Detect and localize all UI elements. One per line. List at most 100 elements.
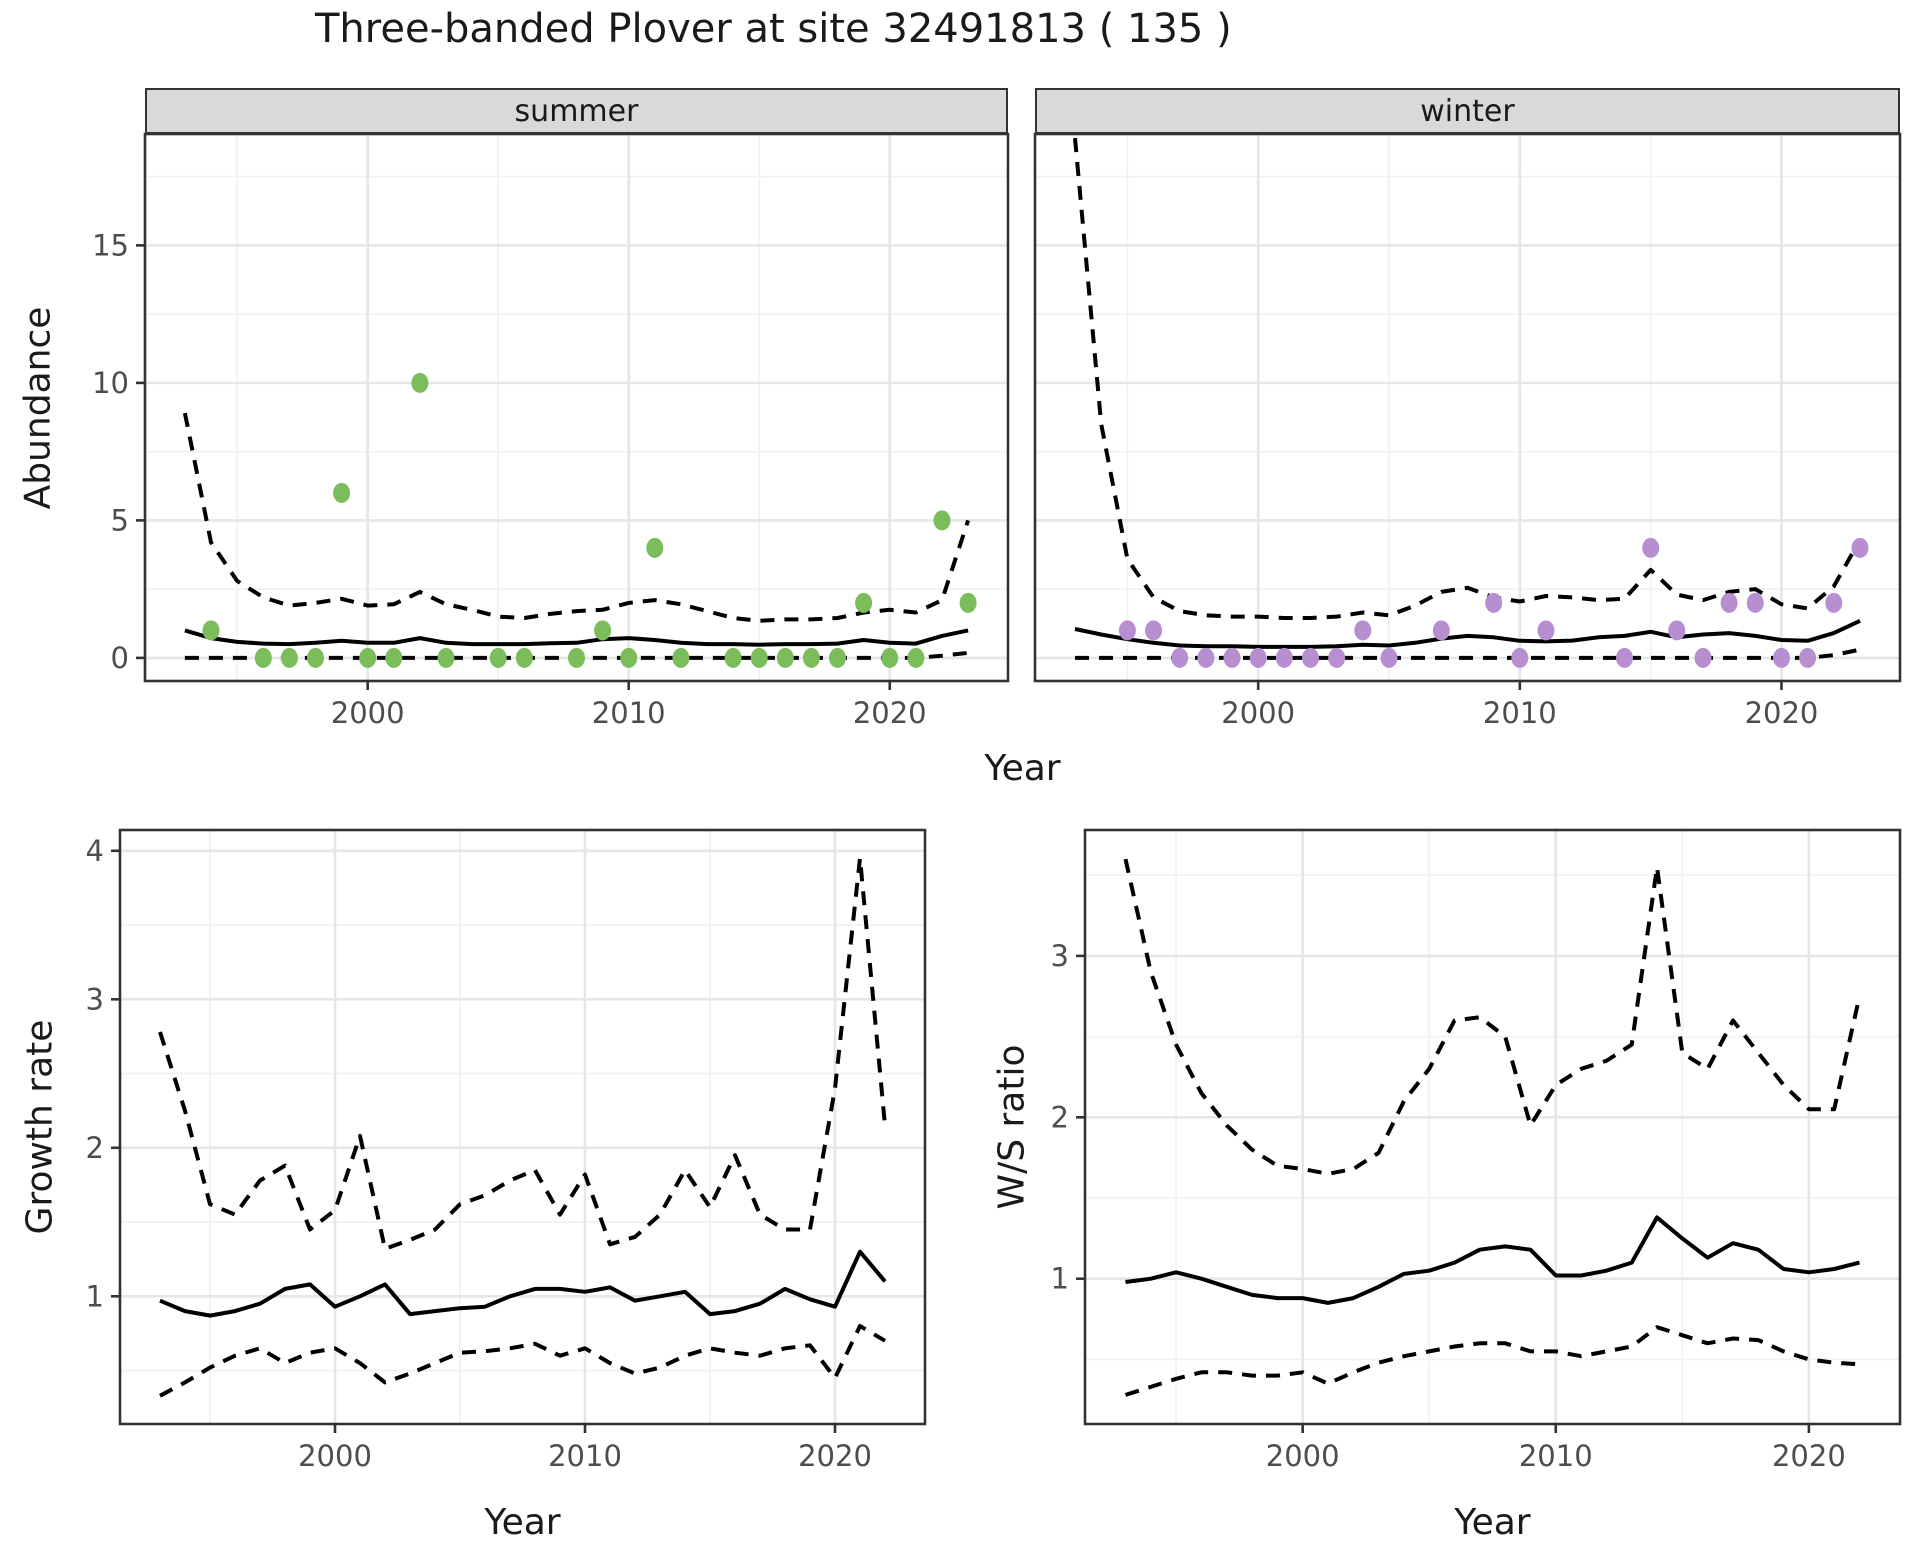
data-point <box>359 647 377 668</box>
data-point <box>1485 592 1503 613</box>
data-point <box>724 647 742 668</box>
data-point <box>1328 647 1346 668</box>
panel-border <box>1083 828 1902 1426</box>
x-tick-label: 2000 <box>298 1439 372 1473</box>
data-point <box>1537 620 1555 641</box>
series-upper_ci <box>1123 858 1862 1176</box>
data-point <box>385 647 403 668</box>
data-point <box>1720 592 1738 613</box>
data-point <box>333 482 351 503</box>
panel-growth_rate: 2000 2010 2020 1 2 3 4 <box>86 828 927 1473</box>
series-estimate <box>1125 1215 1860 1305</box>
data-point <box>411 372 429 393</box>
series-group <box>158 856 887 1398</box>
chart-title: Three-banded Plover at site 32491813 ( 1… <box>315 6 1232 52</box>
points-group <box>202 372 977 668</box>
data-point <box>1275 647 1293 668</box>
series-estimate <box>184 628 969 647</box>
data-point <box>1668 620 1686 641</box>
y-axis-label-growth-rate: Growth rate <box>19 1019 61 1235</box>
y-tick-label: 5 <box>111 503 129 537</box>
data-point <box>515 647 533 668</box>
x-tick-label: 2010 <box>1483 696 1557 730</box>
data-point <box>1511 647 1529 668</box>
data-point <box>568 647 585 668</box>
data-point <box>489 647 507 668</box>
data-point <box>829 647 846 668</box>
x-tick-label: 2010 <box>548 1439 622 1473</box>
data-point <box>307 647 324 668</box>
data-point <box>594 620 612 641</box>
points-group <box>1118 537 1869 668</box>
series-upper_ci <box>158 856 887 1251</box>
data-point <box>254 647 272 668</box>
x-tick-label: 2010 <box>592 696 666 730</box>
data-point <box>280 647 298 668</box>
data-point <box>1616 647 1633 668</box>
facet-strip-summer: summer <box>145 88 1008 134</box>
data-point <box>1249 647 1267 668</box>
y-tick-label: 15 <box>92 228 129 262</box>
y-tick-label: 1 <box>86 1279 104 1313</box>
data-point <box>855 592 873 613</box>
data-point <box>802 647 820 668</box>
data-point <box>646 537 664 558</box>
grid-major <box>1085 830 1900 1424</box>
x-axis-label-ws: Year <box>1454 1502 1531 1543</box>
data-point <box>881 647 899 668</box>
grid-minor <box>145 134 1008 681</box>
x-tick-label: 2020 <box>798 1439 872 1473</box>
data-point <box>202 620 220 641</box>
data-point <box>1773 647 1790 668</box>
x-tick-label: 2020 <box>1772 1439 1846 1473</box>
facet-strip-winter: winter <box>1035 88 1900 134</box>
panel-ws_ratio: 2000 2010 2020 1 2 3 <box>1051 828 1902 1473</box>
data-point <box>1825 592 1843 613</box>
grid-minor <box>1085 830 1900 1424</box>
data-point <box>1380 647 1398 668</box>
data-point <box>907 647 925 668</box>
panel-border <box>118 828 927 1426</box>
x-tick-label: 2020 <box>853 696 927 730</box>
panel-border <box>1033 132 1902 683</box>
x-tick-label: 2000 <box>1221 696 1295 730</box>
x-axis-label-top: Year <box>984 748 1061 789</box>
data-point <box>1171 647 1189 668</box>
data-point <box>672 647 690 668</box>
y-tick-label: 3 <box>1051 939 1069 973</box>
panel-border <box>143 132 1010 683</box>
panel-abundance_winter: 2000 2010 2020 <box>1033 132 1902 730</box>
data-point <box>933 510 951 531</box>
x-axis-label-growth: Year <box>484 1502 561 1543</box>
data-point <box>1145 620 1162 641</box>
y-tick-label: 1 <box>1051 1262 1069 1296</box>
y-tick-label: 0 <box>111 641 129 675</box>
y-tick-label: 10 <box>92 366 129 400</box>
data-point <box>1694 647 1712 668</box>
facet-strip-summer-label: summer <box>514 93 639 129</box>
series-upper_ci <box>182 412 971 623</box>
x-tick-label: 2000 <box>1266 1439 1340 1473</box>
y-tick-label: 4 <box>86 834 104 868</box>
y-tick-label: 2 <box>1051 1100 1069 1134</box>
data-point <box>1302 647 1319 668</box>
series-upper_ci <box>1073 137 1862 620</box>
panel-abundance_summer: 2000 2010 2020 0 5 10 15 <box>92 132 1010 730</box>
y-axis-label-abundance: Abundance <box>17 306 59 510</box>
data-point <box>1746 592 1764 613</box>
series-estimate <box>1074 618 1861 649</box>
data-point <box>1642 537 1660 558</box>
data-point <box>1197 647 1215 668</box>
data-point <box>620 647 638 668</box>
y-tick-label: 2 <box>86 1131 104 1165</box>
series-lower_ci <box>1124 1325 1860 1397</box>
facet-strip-winter-label: winter <box>1420 93 1515 129</box>
grid-minor <box>120 830 925 1424</box>
data-point <box>776 647 794 668</box>
data-point <box>1118 620 1136 641</box>
data-point <box>750 647 768 668</box>
data-point <box>1354 620 1372 641</box>
data-point <box>1851 537 1869 558</box>
data-point <box>1432 620 1450 641</box>
